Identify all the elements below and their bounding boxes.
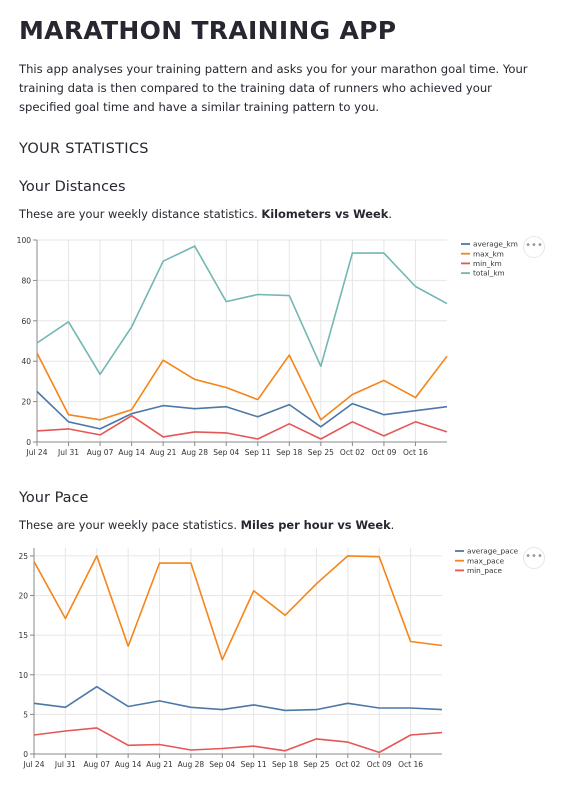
- y-tick-label: 100: [17, 236, 32, 245]
- y-tick-label: 60: [21, 317, 31, 326]
- distances-caption: These are your weekly distance statistic…: [19, 207, 392, 221]
- x-tick-label: Aug 14: [118, 448, 145, 457]
- intro-paragraph: This app analyses your training pattern …: [19, 62, 528, 114]
- pace-caption-text: These are your weekly pace statistics.: [19, 518, 237, 532]
- x-tick-label: Sep 11: [241, 760, 267, 769]
- legend-label-max_pace: max_pace: [467, 556, 505, 565]
- series-line-total_km: [36, 245, 448, 376]
- y-tick-label: 5: [23, 710, 28, 719]
- y-tick-label: 20: [18, 592, 28, 601]
- x-tick-label: Aug 07: [83, 760, 110, 769]
- x-tick-label: Oct 02: [340, 448, 365, 457]
- x-tick-label: Sep 11: [245, 448, 271, 457]
- series-line-max_km: [36, 352, 448, 421]
- x-tick-label: Aug 21: [150, 448, 177, 457]
- legend-label-average_pace: average_pace: [467, 547, 519, 556]
- series-line-average_pace: [33, 685, 443, 712]
- legend-label-min_pace: min_pace: [467, 566, 503, 575]
- pace-caption-bold: Miles per hour vs Week: [240, 518, 391, 532]
- distances-caption-end: .: [388, 207, 392, 221]
- x-tick-label: Jul 31: [57, 448, 79, 457]
- y-tick-label: 40: [21, 357, 31, 366]
- distances-heading: Your Distances: [19, 179, 126, 195]
- legend-label-min_km: min_km: [473, 259, 502, 268]
- x-tick-label: Oct 16: [398, 760, 423, 769]
- y-tick-label: 80: [21, 276, 31, 285]
- distances-caption-text: These are your weekly distance statistic…: [19, 207, 258, 221]
- x-tick-label: Sep 04: [213, 448, 239, 457]
- x-tick-label: Jul 31: [54, 760, 76, 769]
- pace-chart-menu-button[interactable]: •••: [523, 547, 545, 569]
- x-tick-label: Oct 09: [367, 760, 392, 769]
- series-line-min_pace: [33, 727, 443, 754]
- x-tick-label: Aug 21: [146, 760, 173, 769]
- distances-caption-bold: Kilometers vs Week: [261, 207, 389, 221]
- x-tick-label: Oct 16: [403, 448, 428, 457]
- legend-label-average_km: average_km: [473, 240, 518, 249]
- x-tick-label: Sep 25: [303, 760, 329, 769]
- pace-chart: 0 5 10 15 20 25 Jul 24 Jul 31 Aug 07 Aug 14 Aug 21…: [18, 547, 519, 769]
- pace-caption-end: .: [390, 518, 395, 532]
- x-tick-label: Sep 04: [209, 760, 235, 769]
- x-tick-label: Jul 24: [26, 448, 48, 457]
- legend-label-max_km: max_km: [473, 249, 504, 258]
- x-tick-label: Aug 28: [181, 448, 208, 457]
- x-tick-label: Aug 07: [87, 448, 114, 457]
- x-tick-label: Sep 18: [276, 448, 302, 457]
- ellipsis-icon: •••: [525, 551, 543, 562]
- x-tick-label: Jul 24: [23, 760, 45, 769]
- series-line-max_pace: [33, 555, 443, 661]
- x-tick-label: Oct 09: [371, 448, 396, 457]
- series-line-average_km: [36, 390, 448, 430]
- y-tick-label: 0: [26, 438, 31, 447]
- x-tick-label: Sep 18: [272, 760, 298, 769]
- distances-chart: 0 20 40 60 80 100 Jul 24 Jul 31 Aug 07 Aug 14 Aug …: [17, 236, 518, 457]
- distances-chart-menu-button[interactable]: •••: [523, 236, 545, 258]
- y-tick-label: 15: [18, 631, 28, 640]
- x-tick-label: Oct 02: [335, 760, 360, 769]
- y-tick-label: 20: [21, 398, 31, 407]
- legend-label-total_km: total_km: [473, 269, 505, 278]
- ellipsis-icon: •••: [525, 240, 543, 251]
- pace-heading: Your Pace: [19, 490, 89, 506]
- y-tick-label: 10: [18, 671, 28, 680]
- y-tick-label: 25: [18, 552, 28, 561]
- pace-caption: These are your weekly pace statistics. M…: [19, 518, 394, 532]
- statistics-heading: YOUR STATISTICS: [19, 141, 149, 157]
- page-title: MARATHON TRAINING APP: [19, 16, 397, 45]
- x-tick-label: Aug 28: [178, 760, 205, 769]
- series-line-min_km: [36, 414, 448, 440]
- x-tick-label: Aug 14: [115, 760, 142, 769]
- x-tick-label: Sep 25: [308, 448, 334, 457]
- y-tick-label: 0: [23, 750, 28, 759]
